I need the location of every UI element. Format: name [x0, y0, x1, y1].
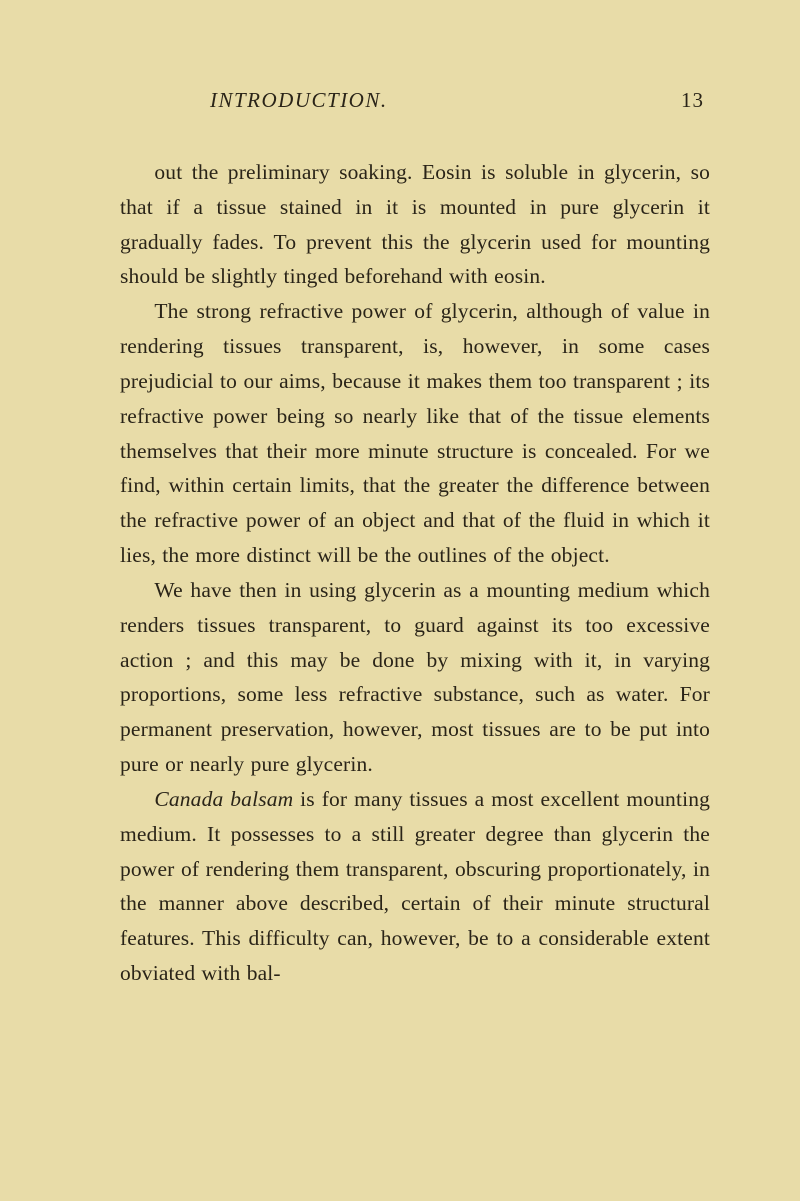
paragraph-2: The strong refractive power of glycerin,…: [120, 294, 710, 573]
paragraph-1: out the preliminary soaking. Eosin is so…: [120, 155, 710, 294]
body-text: out the preliminary soaking. Eosin is so…: [120, 155, 710, 991]
paragraph-4: Canada balsam is for many tissues a most…: [120, 782, 710, 991]
paragraph-4-lead-italic: Canada balsam: [154, 787, 293, 811]
paragraph-3: We have then in using glycerin as a moun…: [120, 573, 710, 782]
page: INTRODUCTION. 13 out the preliminary soa…: [0, 0, 800, 1201]
running-head: INTRODUCTION. 13: [120, 88, 710, 113]
paragraph-3-text: We have then in using glycerin as a moun…: [120, 578, 710, 776]
paragraph-4-text: is for many tissues a most excel­lent mo…: [120, 787, 710, 985]
paragraph-1-text: out the preliminary soaking. Eosin is so…: [120, 160, 710, 288]
page-number: 13: [681, 88, 704, 113]
running-title: INTRODUCTION.: [210, 88, 388, 113]
paragraph-2-text: The strong refractive power of glycerin,…: [120, 299, 710, 567]
